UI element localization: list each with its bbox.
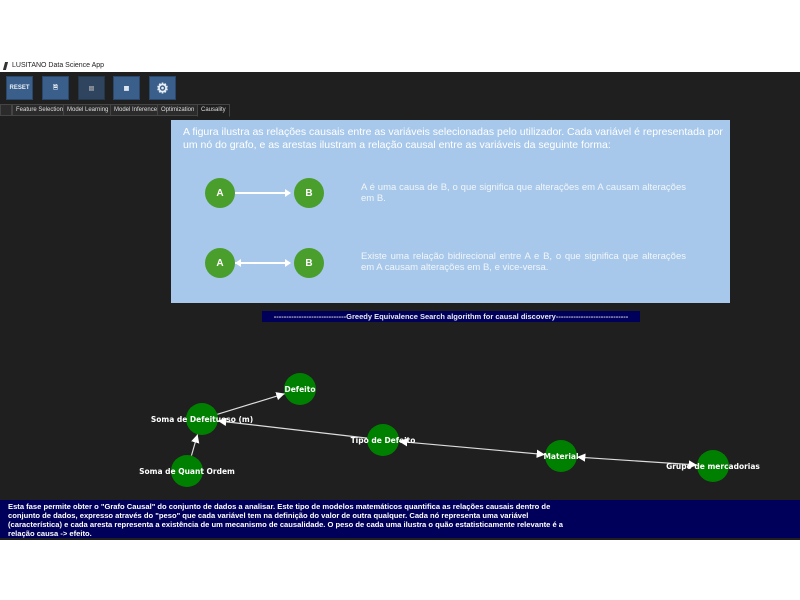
graph-node-label: Tipo de Defeito	[351, 436, 416, 445]
save-icon: ▤	[88, 85, 95, 92]
bidirectional-description: Existe uma relação bidirecional entre A …	[361, 251, 686, 273]
title-bar: LUSITANO Data Science App	[0, 60, 800, 72]
bidirectional-arrow-icon	[235, 262, 290, 264]
info-intro: A figura ilustra as relações causais ent…	[183, 126, 723, 151]
graph-node-material	[545, 440, 577, 472]
load-data-button[interactable]: 🗎	[42, 76, 69, 100]
graph-node-label: Defeito	[285, 385, 316, 394]
graph-edge	[576, 453, 698, 469]
graph-node-defeito	[284, 373, 316, 405]
legend-node-a: A	[205, 178, 235, 208]
app-logo-icon	[2, 62, 9, 70]
legend-node-b: B	[294, 248, 324, 278]
arrowhead-icon	[285, 259, 291, 267]
document-upload-icon: 🗎	[53, 85, 58, 91]
gear-icon: ⚙	[156, 79, 169, 96]
unidirectional-arrow-icon	[235, 192, 290, 194]
window-title: LUSITANO Data Science App	[12, 62, 105, 69]
reset-button[interactable]: RESET	[6, 76, 33, 100]
graph-node-tipo	[367, 424, 399, 456]
description-text: Esta fase permite obter o "Grafo Causal"…	[8, 502, 564, 538]
graph-node-label: Grupo de mercadorias	[666, 462, 760, 471]
tab-model-learning[interactable]: Model Learning	[63, 104, 113, 116]
graph-node-label: Material	[543, 452, 578, 461]
graph-node-label: Soma de Defeituoso (m)	[151, 415, 253, 424]
causal-graph: Defeito Soma de Defeituoso (m) Soma de Qua…	[139, 373, 760, 487]
reset-icon: RESET	[9, 85, 30, 91]
description-footer: Esta fase permite obter o "Grafo Causal"…	[0, 500, 800, 538]
graph-edge	[217, 392, 285, 415]
legend-node-a: A	[205, 248, 235, 278]
graph-node-grupo	[697, 450, 729, 482]
network-icon: ▦	[123, 85, 130, 92]
unidirectional-description: A é uma causa de B, o que significa que …	[361, 182, 686, 204]
graph-node-label: Soma de Quant Ordem	[139, 467, 235, 476]
arrowhead-icon	[285, 189, 291, 197]
info-panel: A figura ilustra as relações causais ent…	[171, 120, 730, 303]
app-window: RESET 🗎 ▤ ▦ ⚙ Feature Selection Model Le…	[0, 72, 800, 540]
tab-bar: Feature Selection Model Learning Model I…	[0, 104, 800, 117]
algorithm-banner: -----------------------------Greedy Equi…	[262, 311, 640, 322]
legend-node-b: B	[294, 178, 324, 208]
tab-feature-selection[interactable]: Feature Selection	[12, 104, 68, 116]
tab-spacer	[0, 104, 12, 116]
graph-edge	[190, 434, 200, 456]
settings-button[interactable]: ⚙	[149, 76, 176, 100]
network-button[interactable]: ▦	[113, 76, 140, 100]
graph-node-quant	[171, 455, 203, 487]
tab-causality[interactable]: Causality	[197, 104, 230, 117]
save-button[interactable]: ▤	[78, 76, 105, 100]
toolbar: RESET 🗎 ▤ ▦ ⚙	[0, 72, 800, 102]
graph-node-defeituoso	[186, 403, 218, 435]
graph-edge	[217, 417, 368, 439]
graph-edge	[398, 438, 546, 458]
arrowhead-icon	[235, 259, 241, 267]
